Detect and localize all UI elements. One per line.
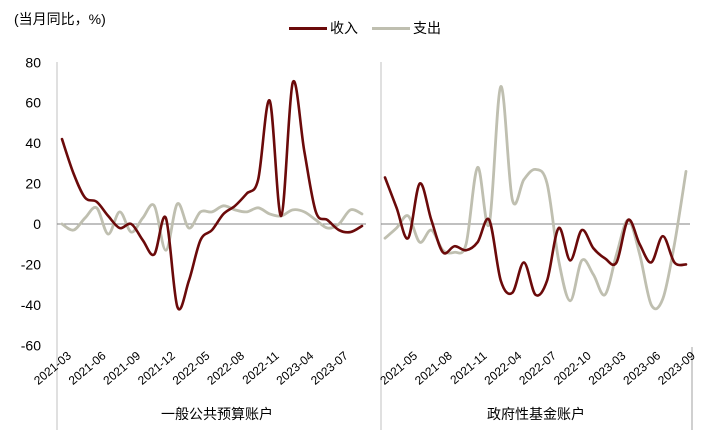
- x-tick-label: 2021-06: [66, 348, 109, 387]
- revenue-line: [60, 79, 364, 311]
- x-tick-label: 2021-09: [100, 348, 143, 387]
- x-tick-label: 2023-06: [620, 348, 663, 387]
- y-axis-unit-label: (当月同比，%): [14, 11, 106, 27]
- legend-swatch-expenditure: [372, 26, 410, 30]
- y-tick-label: 80: [25, 54, 41, 70]
- x-tick-label: 2022-04: [482, 348, 525, 387]
- x-tick-label: 2022-11: [240, 348, 282, 387]
- x-tick-label: 2022-07: [516, 348, 559, 387]
- revenue-line: [383, 176, 688, 297]
- x-tick-label: 2021-08: [412, 348, 455, 387]
- panel-label: 政府性基金账户: [487, 406, 585, 422]
- x-tick-label: 2021-05: [377, 348, 420, 387]
- x-tick-label: 2023-03: [586, 348, 629, 387]
- y-tick-label: -60: [21, 337, 41, 353]
- y-tick-label: -40: [21, 297, 41, 313]
- legend-label-revenue: 收入: [330, 20, 358, 36]
- x-tick-label: 2021-03: [31, 348, 74, 387]
- legend-item-revenue: 收入: [289, 18, 358, 38]
- x-tick-label: 2021-11: [447, 348, 489, 387]
- legend-item-expenditure: 支出: [372, 18, 441, 38]
- x-tick-label: 2022-08: [204, 348, 247, 387]
- panel-label: 一般公共预算账户: [161, 406, 273, 422]
- y-tick-label: 60: [25, 95, 41, 111]
- legend-label-expenditure: 支出: [413, 20, 441, 36]
- y-tick-label: 20: [25, 176, 41, 192]
- x-tick-label: 2022-10: [551, 348, 594, 387]
- y-tick-label: 40: [25, 135, 41, 151]
- x-tick-label: 2022-05: [170, 348, 213, 387]
- chart-legend: 收入 支出: [289, 18, 455, 38]
- x-tick-label: 2021-12: [135, 348, 178, 387]
- x-tick-label: 2023-07: [308, 348, 351, 387]
- y-tick-label: -20: [21, 256, 41, 272]
- y-tick-label: 0: [33, 216, 41, 232]
- expenditure-line: [60, 202, 364, 252]
- expenditure-line: [383, 85, 688, 311]
- legend-swatch-revenue: [289, 26, 327, 30]
- x-tick-label: 2023-04: [273, 348, 316, 387]
